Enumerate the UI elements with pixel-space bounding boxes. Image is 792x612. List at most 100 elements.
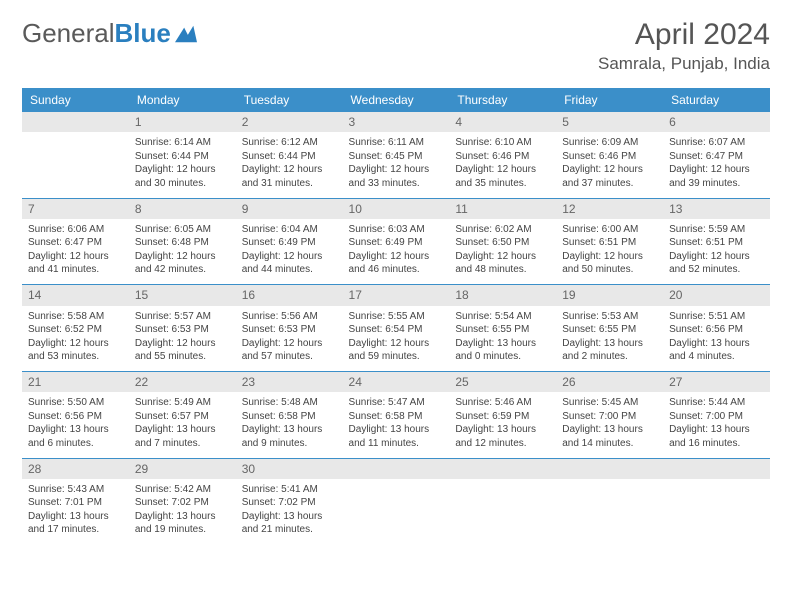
- day-number-cell: 7: [22, 198, 129, 219]
- sunset-text: Sunset: 7:00 PM: [669, 410, 764, 424]
- day-content-cell: Sunrise: 6:04 AMSunset: 6:49 PMDaylight:…: [236, 219, 343, 285]
- day1-text: Daylight: 12 hours: [242, 250, 337, 264]
- day2-text: and 50 minutes.: [562, 263, 657, 277]
- location-text: Samrala, Punjab, India: [598, 54, 770, 74]
- day-number-cell: 6: [663, 112, 770, 132]
- sunrise-text: Sunrise: 6:04 AM: [242, 223, 337, 237]
- day-number-cell: 12: [556, 198, 663, 219]
- day2-text: and 14 minutes.: [562, 437, 657, 451]
- day-content-row: Sunrise: 5:50 AMSunset: 6:56 PMDaylight:…: [22, 392, 770, 458]
- day-content-cell: Sunrise: 5:46 AMSunset: 6:59 PMDaylight:…: [449, 392, 556, 458]
- sunrise-text: Sunrise: 5:57 AM: [135, 310, 230, 324]
- day1-text: Daylight: 13 hours: [242, 510, 337, 524]
- day-content-cell: Sunrise: 6:07 AMSunset: 6:47 PMDaylight:…: [663, 132, 770, 198]
- day-number-cell: 10: [343, 198, 450, 219]
- day1-text: Daylight: 12 hours: [562, 163, 657, 177]
- day2-text: and 11 minutes.: [349, 437, 444, 451]
- day1-text: Daylight: 12 hours: [242, 337, 337, 351]
- day-number-cell: 2: [236, 112, 343, 132]
- sunrise-text: Sunrise: 5:43 AM: [28, 483, 123, 497]
- day-content-cell: [22, 132, 129, 198]
- day-number-cell: 13: [663, 198, 770, 219]
- sunset-text: Sunset: 6:44 PM: [135, 150, 230, 164]
- day-number-cell: [343, 458, 450, 479]
- day1-text: Daylight: 12 hours: [242, 163, 337, 177]
- day2-text: and 7 minutes.: [135, 437, 230, 451]
- day-content-cell: Sunrise: 6:14 AMSunset: 6:44 PMDaylight:…: [129, 132, 236, 198]
- day-content-cell: [343, 479, 450, 545]
- sunrise-text: Sunrise: 5:59 AM: [669, 223, 764, 237]
- weekday-header: Tuesday: [236, 88, 343, 112]
- day-content-cell: Sunrise: 5:56 AMSunset: 6:53 PMDaylight:…: [236, 306, 343, 372]
- day-content-cell: Sunrise: 5:51 AMSunset: 6:56 PMDaylight:…: [663, 306, 770, 372]
- sunset-text: Sunset: 6:58 PM: [349, 410, 444, 424]
- sunset-text: Sunset: 6:48 PM: [135, 236, 230, 250]
- day-content-cell: Sunrise: 5:42 AMSunset: 7:02 PMDaylight:…: [129, 479, 236, 545]
- weekday-header: Thursday: [449, 88, 556, 112]
- day-content-row: Sunrise: 5:58 AMSunset: 6:52 PMDaylight:…: [22, 306, 770, 372]
- sunset-text: Sunset: 6:56 PM: [669, 323, 764, 337]
- day2-text: and 52 minutes.: [669, 263, 764, 277]
- day-number-cell: [663, 458, 770, 479]
- day-content-cell: Sunrise: 5:58 AMSunset: 6:52 PMDaylight:…: [22, 306, 129, 372]
- sunset-text: Sunset: 6:52 PM: [28, 323, 123, 337]
- brand-name: GeneralBlue: [22, 18, 171, 49]
- sunrise-text: Sunrise: 6:06 AM: [28, 223, 123, 237]
- day-content-cell: Sunrise: 5:44 AMSunset: 7:00 PMDaylight:…: [663, 392, 770, 458]
- sunset-text: Sunset: 6:49 PM: [349, 236, 444, 250]
- sunrise-text: Sunrise: 6:12 AM: [242, 136, 337, 150]
- sunrise-text: Sunrise: 6:00 AM: [562, 223, 657, 237]
- sunrise-text: Sunrise: 6:09 AM: [562, 136, 657, 150]
- sunset-text: Sunset: 7:01 PM: [28, 496, 123, 510]
- day-content-cell: Sunrise: 5:49 AMSunset: 6:57 PMDaylight:…: [129, 392, 236, 458]
- day1-text: Daylight: 13 hours: [349, 423, 444, 437]
- day-number-cell: 8: [129, 198, 236, 219]
- day1-text: Daylight: 12 hours: [669, 250, 764, 264]
- day-content-cell: Sunrise: 6:12 AMSunset: 6:44 PMDaylight:…: [236, 132, 343, 198]
- sunset-text: Sunset: 6:49 PM: [242, 236, 337, 250]
- day1-text: Daylight: 12 hours: [135, 163, 230, 177]
- sunset-text: Sunset: 6:59 PM: [455, 410, 550, 424]
- day1-text: Daylight: 12 hours: [562, 250, 657, 264]
- sunset-text: Sunset: 6:45 PM: [349, 150, 444, 164]
- sunrise-text: Sunrise: 5:48 AM: [242, 396, 337, 410]
- day2-text: and 0 minutes.: [455, 350, 550, 364]
- day-number-cell: 11: [449, 198, 556, 219]
- day1-text: Daylight: 13 hours: [135, 510, 230, 524]
- day2-text: and 16 minutes.: [669, 437, 764, 451]
- day-content-cell: Sunrise: 6:11 AMSunset: 6:45 PMDaylight:…: [343, 132, 450, 198]
- sunrise-text: Sunrise: 5:55 AM: [349, 310, 444, 324]
- calendar-body: 123456Sunrise: 6:14 AMSunset: 6:44 PMDay…: [22, 112, 770, 545]
- day1-text: Daylight: 12 hours: [455, 250, 550, 264]
- weekday-header: Wednesday: [343, 88, 450, 112]
- day1-text: Daylight: 13 hours: [669, 337, 764, 351]
- day2-text: and 21 minutes.: [242, 523, 337, 537]
- day1-text: Daylight: 13 hours: [455, 337, 550, 351]
- day1-text: Daylight: 13 hours: [562, 423, 657, 437]
- day-content-cell: Sunrise: 5:47 AMSunset: 6:58 PMDaylight:…: [343, 392, 450, 458]
- weekday-header: Saturday: [663, 88, 770, 112]
- sunset-text: Sunset: 6:44 PM: [242, 150, 337, 164]
- day-number-cell: 17: [343, 285, 450, 306]
- day2-text: and 9 minutes.: [242, 437, 337, 451]
- day2-text: and 33 minutes.: [349, 177, 444, 191]
- day2-text: and 39 minutes.: [669, 177, 764, 191]
- day-number-cell: 24: [343, 372, 450, 393]
- brand-triangle-icon: [175, 25, 197, 43]
- day2-text: and 59 minutes.: [349, 350, 444, 364]
- day-number-row: 123456: [22, 112, 770, 132]
- day2-text: and 57 minutes.: [242, 350, 337, 364]
- day-content-cell: Sunrise: 5:59 AMSunset: 6:51 PMDaylight:…: [663, 219, 770, 285]
- title-block: April 2024 Samrala, Punjab, India: [598, 18, 770, 74]
- sunrise-text: Sunrise: 5:49 AM: [135, 396, 230, 410]
- day1-text: Daylight: 12 hours: [455, 163, 550, 177]
- sunset-text: Sunset: 6:53 PM: [242, 323, 337, 337]
- day-number-cell: 16: [236, 285, 343, 306]
- sunrise-text: Sunrise: 5:51 AM: [669, 310, 764, 324]
- brand-logo: GeneralBlue: [22, 18, 197, 49]
- month-title: April 2024: [598, 18, 770, 52]
- day-content-cell: Sunrise: 5:41 AMSunset: 7:02 PMDaylight:…: [236, 479, 343, 545]
- day1-text: Daylight: 12 hours: [349, 163, 444, 177]
- day-number-cell: 22: [129, 372, 236, 393]
- sunset-text: Sunset: 6:46 PM: [562, 150, 657, 164]
